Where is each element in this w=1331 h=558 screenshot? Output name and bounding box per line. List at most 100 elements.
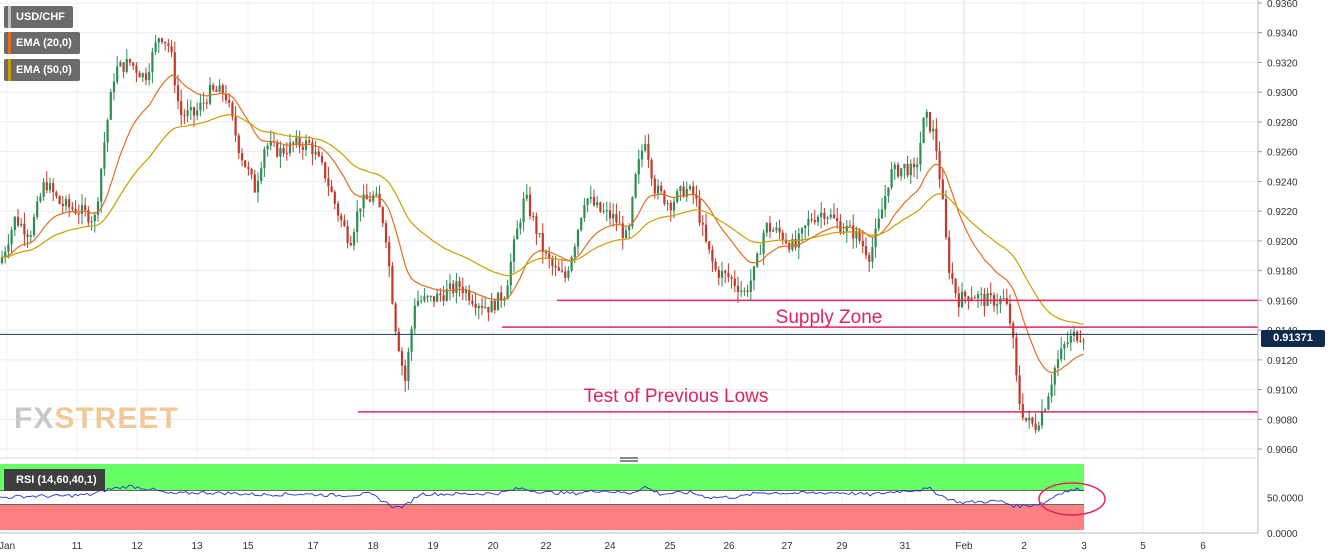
rsi-overbought-zone: [0, 464, 1084, 491]
candle-body: [919, 142, 922, 165]
candle-body: [432, 296, 436, 302]
y-tick-label: 0.9220: [1267, 207, 1298, 218]
candle-body: [452, 283, 455, 293]
candle-body: [522, 198, 525, 223]
candle-body: [573, 246, 576, 258]
candle-body: [314, 151, 317, 155]
candle-body: [224, 93, 228, 101]
candle-body: [160, 38, 164, 42]
rsi-label[interactable]: RSI (14,60,40,1): [4, 469, 105, 491]
legend-ema20-label: EMA (20,0): [16, 37, 72, 49]
candle-body: [679, 186, 682, 192]
candle-body: [762, 232, 765, 254]
candle-body: [906, 163, 909, 176]
y-tick-label: 0.9200: [1267, 237, 1298, 248]
candle-body: [372, 195, 375, 202]
y-tick-label: 0.9360: [1267, 0, 1298, 10]
candle-body: [20, 223, 23, 226]
candle-body: [784, 240, 788, 244]
x-tick-label: 25: [664, 541, 676, 552]
candle-body: [468, 290, 471, 301]
candle-body: [733, 278, 736, 286]
candle-body: [493, 300, 496, 311]
candle-body: [7, 244, 10, 252]
candle-body: [4, 251, 7, 258]
candle-body: [848, 225, 852, 227]
candle-body: [1018, 375, 1021, 405]
candle-body: [944, 198, 948, 238]
candle-body: [615, 213, 618, 223]
level-lines: [0, 299, 1258, 413]
candle-body: [743, 290, 746, 292]
candle-body: [215, 89, 218, 92]
candle-body: [1053, 367, 1056, 385]
candle-body: [445, 289, 448, 301]
x-tick-label: 5: [1140, 541, 1146, 552]
candle-body: [490, 300, 493, 313]
candle-body: [912, 163, 916, 168]
candle-body: [496, 292, 500, 311]
candle-body: [106, 119, 109, 143]
candle-body: [759, 253, 762, 255]
legend-ema20[interactable]: EMA (20,0): [4, 32, 80, 54]
candle-body: [608, 210, 612, 219]
candle-body: [93, 214, 96, 222]
candle-body: [260, 168, 263, 182]
candle-body: [624, 230, 628, 238]
candle-body: [509, 261, 512, 286]
candle-body: [560, 270, 564, 272]
legend-ema50[interactable]: EMA (50,0): [4, 59, 80, 81]
candle-body: [244, 160, 247, 168]
candle-body: [564, 271, 567, 278]
candle-body: [589, 196, 592, 199]
ema20-line: [1, 74, 1084, 374]
candle-body: [340, 215, 343, 221]
candle-body: [618, 222, 621, 224]
candle-body: [989, 293, 992, 296]
candle-body: [765, 223, 768, 233]
candle-body: [381, 207, 384, 224]
candle-body: [228, 100, 231, 103]
x-tick-label: Jan: [0, 541, 15, 552]
candle-body: [810, 219, 813, 221]
candle-body: [26, 234, 29, 237]
candle-body: [116, 66, 119, 82]
candle-body: [1012, 323, 1015, 338]
logo-part1: FX: [14, 402, 55, 435]
candle-body: [960, 291, 964, 308]
candle-body: [119, 62, 122, 67]
candle-body: [1060, 348, 1063, 360]
x-tick-label: 22: [540, 541, 552, 552]
logo-part2: STREET: [54, 402, 179, 435]
candle-body: [455, 281, 458, 293]
candle-body: [176, 85, 180, 102]
x-tick-label: 12: [131, 541, 143, 552]
legend-symbol[interactable]: USD/CHF: [4, 6, 73, 28]
x-tick-label: 13: [191, 541, 203, 552]
candle-body: [39, 196, 42, 202]
candle-body: [448, 283, 452, 290]
candle-body: [724, 271, 727, 273]
candle-body: [420, 300, 423, 302]
candle-body: [349, 242, 352, 246]
candle-body: [1028, 417, 1031, 421]
y-tick-label: 0.9300: [1267, 88, 1298, 99]
candle-body: [714, 261, 717, 270]
rsi-polyline: [0, 484, 1084, 509]
candle-body: [672, 201, 676, 211]
candle-body: [1002, 297, 1005, 299]
candle-body: [426, 296, 429, 298]
candle-body: [1024, 417, 1028, 421]
y-tick-label: 0.9180: [1267, 267, 1298, 278]
candle-body: [954, 278, 957, 294]
candle-body: [368, 199, 372, 202]
candle-body: [701, 222, 704, 225]
candle-body: [391, 266, 394, 304]
candle-body: [221, 85, 224, 94]
candle-body: [183, 115, 186, 117]
candle-body: [29, 235, 32, 237]
candle-body: [996, 303, 999, 306]
candle-body: [1066, 342, 1069, 345]
candle-body: [471, 300, 474, 304]
candle-body: [861, 240, 864, 247]
